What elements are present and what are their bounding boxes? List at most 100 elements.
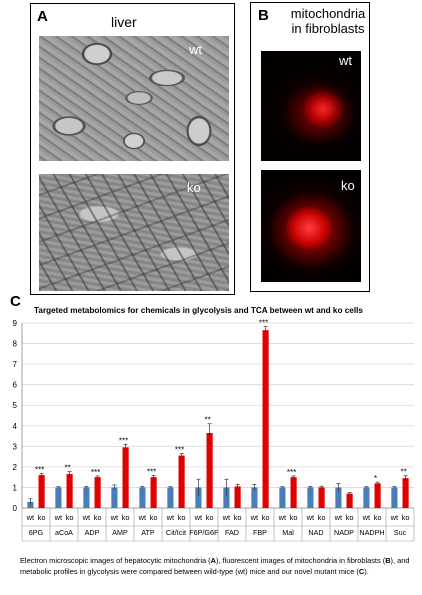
y-tick-label: 0 bbox=[13, 504, 18, 513]
bar bbox=[251, 487, 258, 508]
caption-ref-c: C bbox=[358, 566, 365, 576]
panel-a-label: A bbox=[37, 8, 48, 25]
bar bbox=[346, 493, 353, 508]
group-label: NAD bbox=[308, 528, 323, 537]
em-image-wt: wt bbox=[39, 36, 229, 161]
significance-label: *** bbox=[91, 468, 100, 477]
group-label: aCoA bbox=[55, 528, 73, 537]
y-tick-label: 6 bbox=[13, 381, 18, 390]
panel-b-title-line2: in fibroblasts bbox=[291, 21, 365, 36]
group-label: ATP bbox=[141, 528, 155, 537]
significance-label: ** bbox=[400, 468, 406, 477]
panel-c-label: C bbox=[10, 293, 21, 310]
bar-label: wt bbox=[110, 513, 119, 522]
significance-label: ** bbox=[204, 416, 210, 425]
em-wt-tag: wt bbox=[189, 42, 202, 57]
bar bbox=[318, 487, 325, 508]
y-tick-label: 5 bbox=[13, 401, 18, 410]
bar-label: ko bbox=[346, 513, 354, 522]
em-image-ko: ko bbox=[39, 174, 229, 291]
bar bbox=[206, 432, 213, 508]
caption-part2: ), fluorescent images of mitochondria in… bbox=[215, 556, 386, 565]
y-tick-label: 4 bbox=[13, 422, 18, 431]
panel-b-label: B bbox=[258, 7, 269, 24]
bar-label: ko bbox=[94, 513, 102, 522]
bar bbox=[234, 486, 241, 508]
bar-label: wt bbox=[138, 513, 147, 522]
figure-caption: Electron microscopic images of hepatocyt… bbox=[20, 556, 420, 577]
bar bbox=[150, 477, 157, 508]
significance-label: * bbox=[374, 474, 377, 483]
group-label: NADPH bbox=[359, 528, 384, 537]
bar bbox=[38, 475, 45, 508]
bar-label: wt bbox=[82, 513, 91, 522]
bar bbox=[223, 487, 230, 508]
group-label: Suc bbox=[394, 528, 407, 537]
y-tick-label: 7 bbox=[13, 360, 18, 369]
bar-label: ko bbox=[374, 513, 382, 522]
significance-label: *** bbox=[175, 446, 184, 455]
bar-label: wt bbox=[54, 513, 63, 522]
panel-a-title: liver bbox=[111, 14, 137, 30]
bar bbox=[195, 487, 202, 508]
bar bbox=[66, 474, 73, 508]
fl-ko-tag: ko bbox=[341, 178, 355, 193]
y-tick-label: 1 bbox=[13, 483, 18, 492]
bar bbox=[307, 487, 314, 508]
bar-label: wt bbox=[250, 513, 259, 522]
y-tick-label: 3 bbox=[13, 442, 18, 451]
caption-part4: ). bbox=[364, 566, 369, 576]
significance-label: *** bbox=[147, 468, 156, 477]
bar-label: ko bbox=[66, 513, 74, 522]
bar-label: wt bbox=[166, 513, 175, 522]
bar-label: wt bbox=[306, 513, 315, 522]
panel-b-title: mitochondria in fibroblasts bbox=[283, 6, 373, 36]
caption-part3: ), and metabolic profiles in glycolysis … bbox=[20, 556, 410, 576]
em-ko-tag: ko bbox=[187, 180, 201, 195]
bar bbox=[83, 487, 90, 508]
bar-label: wt bbox=[26, 513, 35, 522]
bar bbox=[55, 487, 62, 508]
bar-label: wt bbox=[222, 513, 231, 522]
group-label: Mal bbox=[282, 528, 294, 537]
bar-label: wt bbox=[278, 513, 287, 522]
bar-label: ko bbox=[38, 513, 46, 522]
panel-b: B mitochondria in fibroblasts wt ko bbox=[250, 2, 370, 292]
bar-label: wt bbox=[194, 513, 203, 522]
bar bbox=[374, 483, 381, 508]
fl-wt-tag: wt bbox=[339, 53, 352, 68]
bar-label: ko bbox=[122, 513, 130, 522]
bar bbox=[363, 487, 370, 508]
group-label: ADP bbox=[85, 528, 100, 537]
caption-ref-a: A bbox=[210, 556, 216, 565]
fluorescence-image-wt: wt bbox=[261, 51, 361, 161]
significance-label: *** bbox=[119, 436, 128, 445]
bar-label: ko bbox=[402, 513, 410, 522]
group-label: AMP bbox=[112, 528, 128, 537]
panel-b-title-line1: mitochondria bbox=[290, 6, 366, 21]
group-label: FBP bbox=[253, 528, 267, 537]
bar bbox=[178, 455, 185, 508]
y-tick-label: 8 bbox=[13, 340, 18, 349]
bar bbox=[391, 487, 398, 508]
bar-label: ko bbox=[206, 513, 214, 522]
bar-label: wt bbox=[334, 513, 343, 522]
bar bbox=[279, 487, 286, 508]
bar bbox=[262, 330, 269, 508]
chart-title: Targeted metabolomics for chemicals in g… bbox=[34, 306, 363, 315]
bar-label: ko bbox=[318, 513, 326, 522]
bar bbox=[111, 487, 118, 508]
y-tick-label: 2 bbox=[13, 463, 18, 472]
bar bbox=[290, 477, 297, 508]
bar bbox=[335, 487, 342, 508]
bar-label: ko bbox=[290, 513, 298, 522]
significance-label: *** bbox=[259, 318, 268, 327]
bar-label: ko bbox=[178, 513, 186, 522]
bar bbox=[122, 447, 129, 508]
group-label: FAD bbox=[225, 528, 239, 537]
y-tick-label: 9 bbox=[13, 319, 18, 328]
bar-label: ko bbox=[150, 513, 158, 522]
caption-part1: Electron microscopic images of hepatocyt… bbox=[20, 556, 211, 565]
group-label: 6PG bbox=[29, 528, 44, 537]
